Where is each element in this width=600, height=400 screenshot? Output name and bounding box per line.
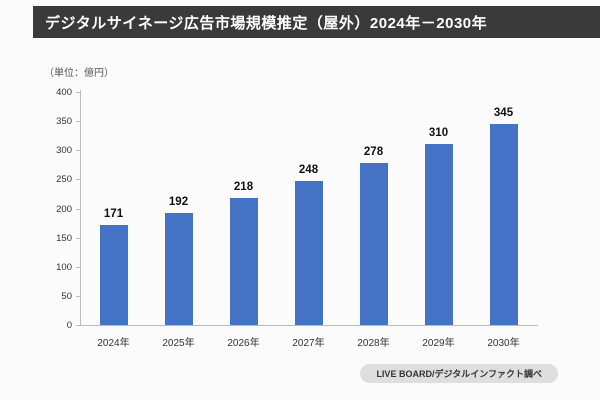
source-badge: LIVE BOARD/デジタルインファクト調べ	[360, 364, 558, 383]
y-tick-label: 150	[56, 232, 72, 244]
x-axis-line	[80, 325, 538, 326]
y-tick-mark	[76, 266, 80, 268]
y-tick-mark	[76, 295, 80, 297]
bar-value-label: 171	[103, 208, 124, 221]
x-tick-label: 2025年	[162, 338, 195, 349]
y-tick-label: 350	[56, 116, 72, 128]
bar-2025年	[164, 213, 193, 325]
x-tick-label: 2029年	[422, 338, 455, 349]
y-tick-label: 250	[56, 174, 72, 186]
chart-title: デジタルサイネージ広告市場規模推定（屋外）2024年－2030年	[45, 14, 488, 32]
x-tick-label: 2028年	[357, 338, 390, 349]
bar-2030年	[489, 124, 518, 325]
y-tick-label: 0	[66, 320, 72, 331]
y-tick-mark	[76, 150, 80, 152]
bar-value-label: 278	[363, 146, 384, 159]
bar-value-label: 248	[298, 163, 319, 176]
x-tick-label: 2030年	[487, 338, 520, 349]
bar-value-label: 218	[233, 181, 254, 193]
bar-value-label: 310	[428, 127, 449, 140]
y-tick-mark	[76, 237, 80, 239]
x-tick-label: 2027年	[292, 338, 325, 349]
y-tick-label: 200	[56, 203, 72, 215]
y-tick-mark	[76, 208, 80, 210]
y-tick-label: 50	[61, 290, 72, 302]
y-tick-label: 400	[56, 87, 72, 98]
bar-value-label: 345	[493, 107, 514, 120]
unit-label: （単位：億円）	[44, 68, 114, 79]
chart-title-bar: デジタルサイネージ広告市場規模推定（屋外）2024年－2030年	[33, 6, 600, 38]
y-tick-mark	[76, 121, 80, 123]
bar-2024年	[99, 225, 128, 325]
bar-2027年	[294, 180, 323, 325]
bar-2028年	[359, 163, 388, 325]
y-tick-label: 300	[56, 145, 72, 157]
bar-2026年	[229, 198, 258, 325]
y-tick-mark	[76, 179, 80, 181]
x-tick-label: 2026年	[227, 338, 260, 349]
source-text: LIVE BOARD/デジタルインファクト調べ	[376, 369, 542, 379]
y-tick-mark	[76, 325, 80, 326]
y-tick-mark	[76, 92, 80, 93]
bar-value-label: 192	[168, 196, 189, 209]
bar-2029年	[424, 144, 453, 325]
x-tick-label: 2024年	[97, 338, 130, 349]
y-tick-label: 100	[56, 261, 72, 273]
y-axis-line	[80, 90, 81, 325]
